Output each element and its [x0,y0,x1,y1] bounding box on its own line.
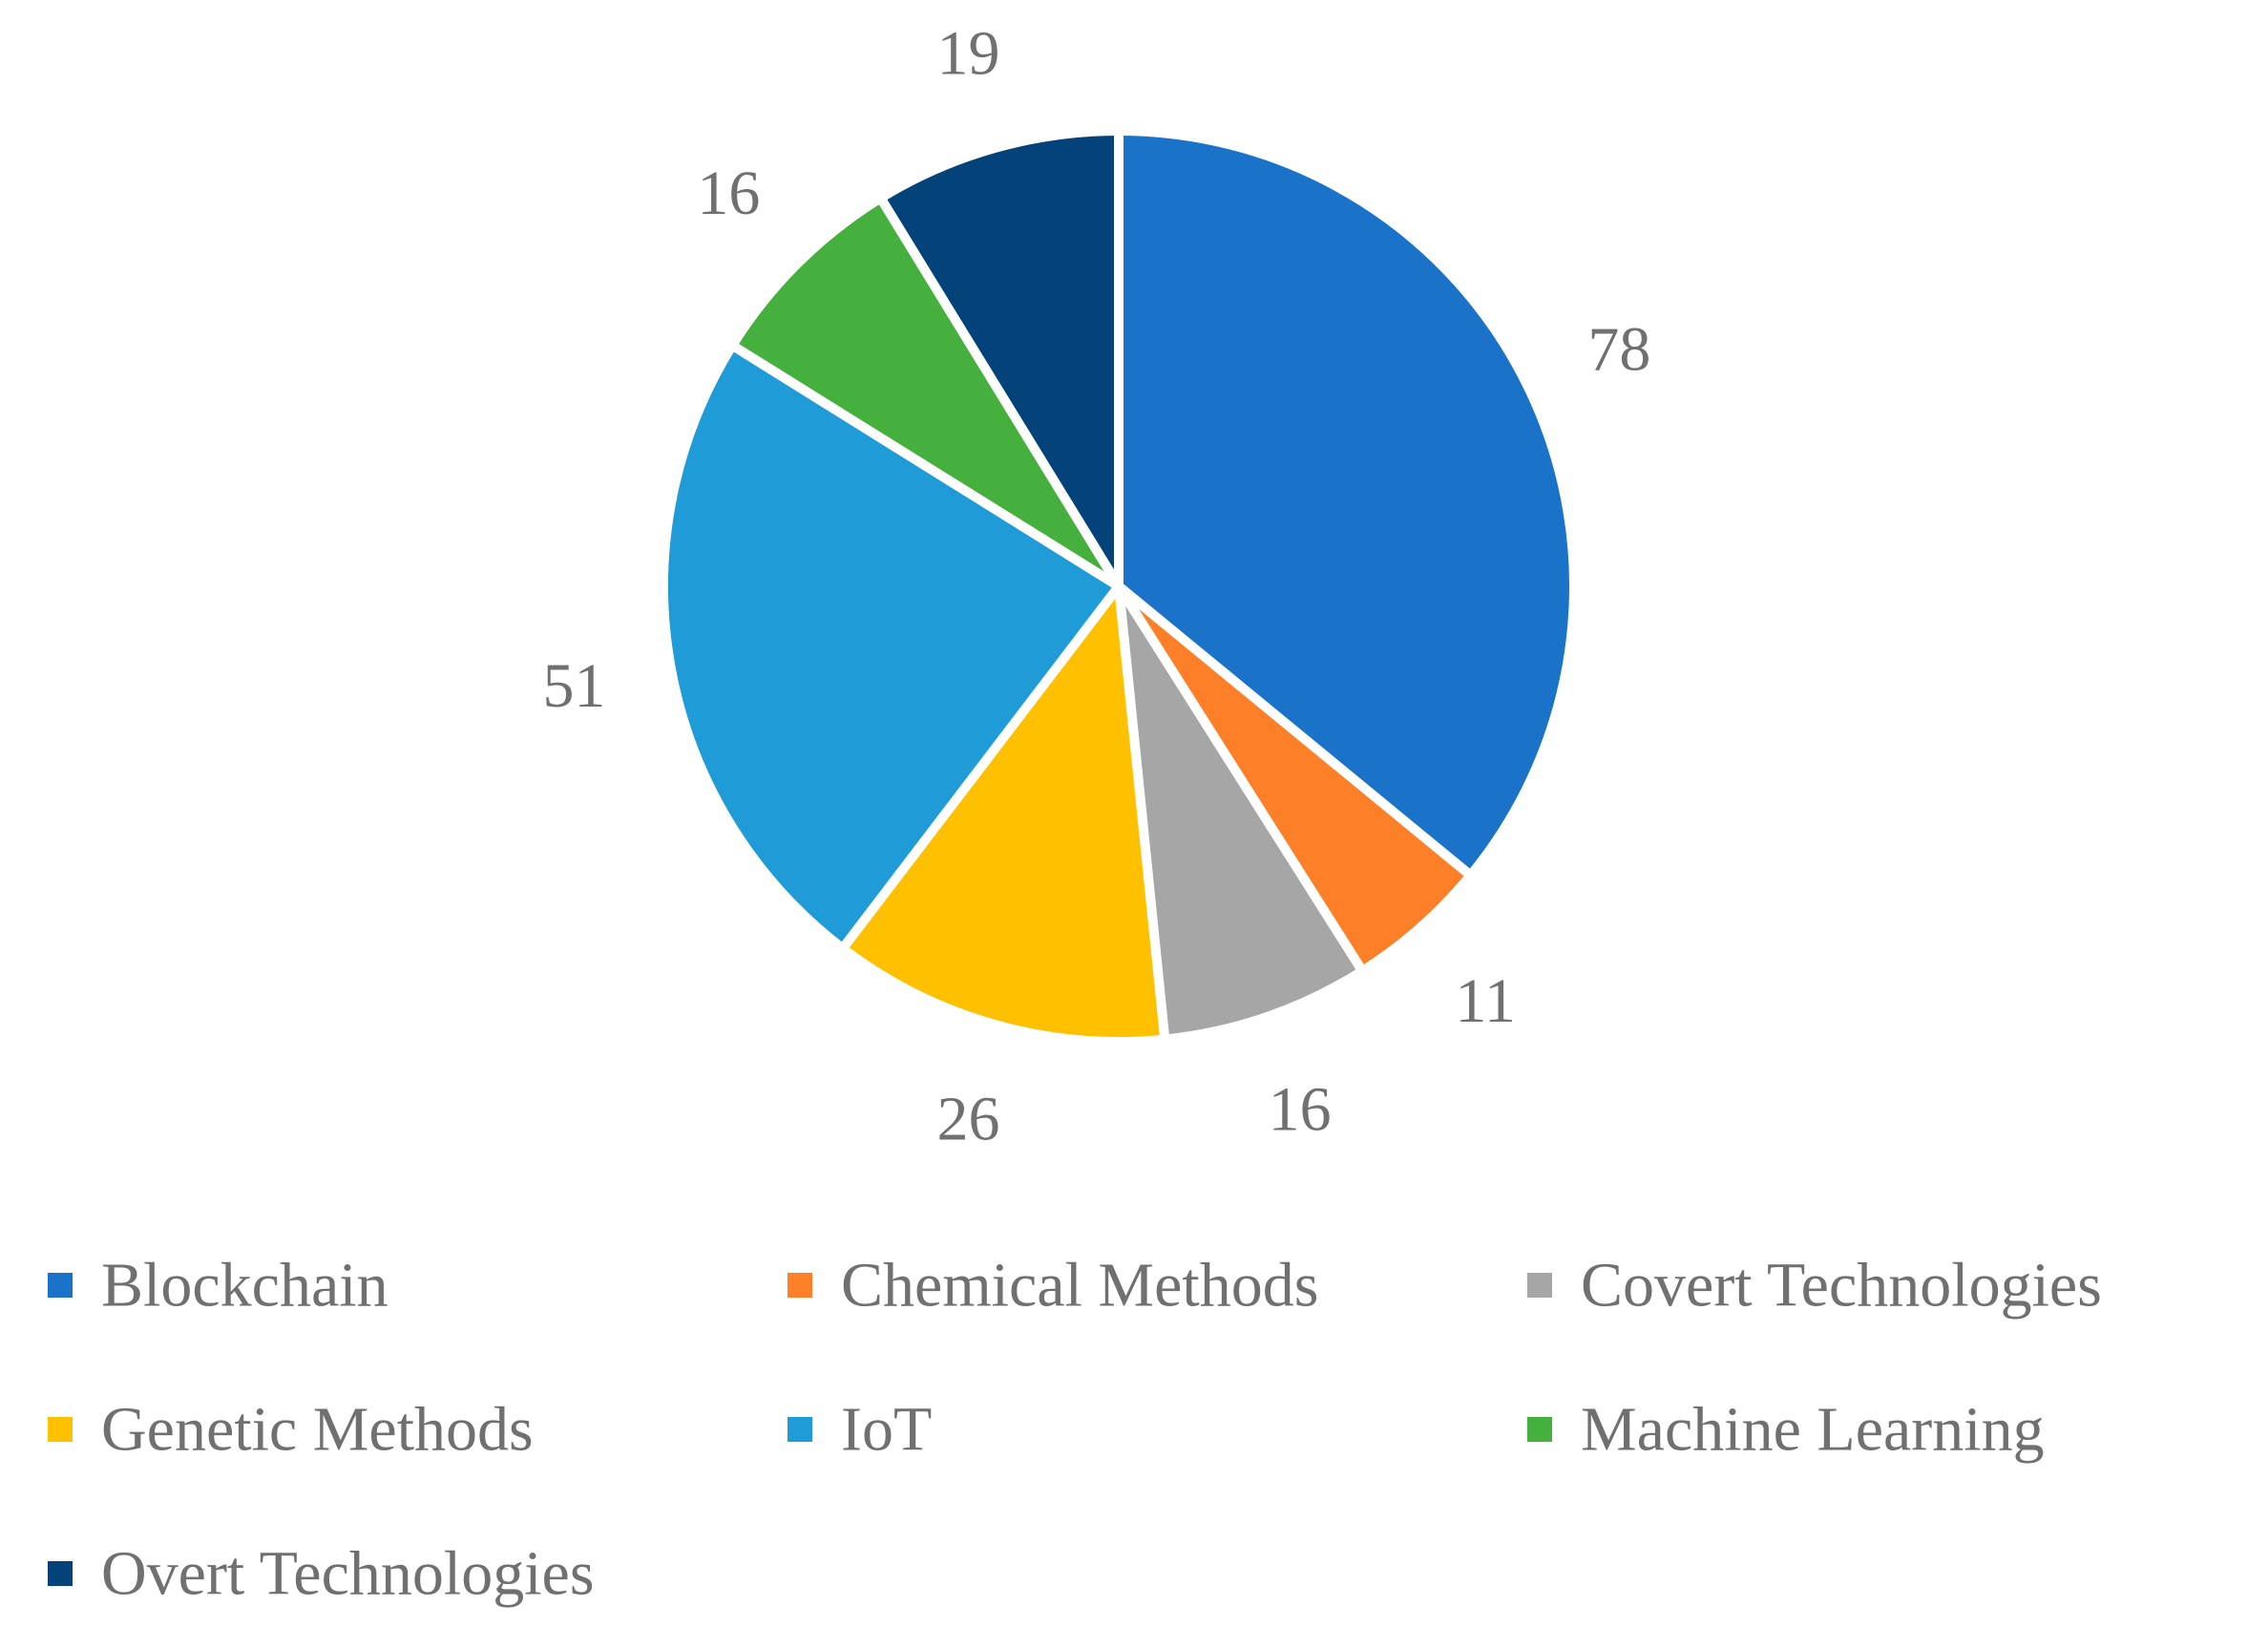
legend-swatch-iot [788,1417,812,1442]
legend-swatch-machine-learning [1527,1417,1552,1442]
legend-item-genetic-methods: Genetic Methods [48,1395,534,1465]
legend-label-chemical-methods: Chemical Methods [841,1251,1318,1321]
pie-slice-covert-technologies [1114,581,1368,1045]
legend-item-machine-learning: Machine Learning [1527,1395,2045,1465]
data-label-iot: 51 [542,651,605,721]
legend-swatch-overt-technologies [48,1561,73,1586]
pie-slice-blockchain [1114,126,1579,880]
legend-label-blockchain: Blockchain [101,1251,388,1321]
legend-swatch-blockchain [48,1273,73,1298]
pie-data-labels: 78 11 16 26 51 16 19 [542,18,1650,1153]
chart-legend: Blockchain Chemical Methods Covert Technol… [48,1251,2102,1609]
pie-slice-genetic-methods [837,581,1170,1047]
legend-label-genetic-methods: Genetic Methods [101,1395,534,1465]
data-label-blockchain: 78 [1587,315,1650,385]
data-label-genetic-methods: 26 [936,1085,999,1154]
legend-item-overt-technologies: Overt Technologies [48,1539,595,1609]
legend-label-machine-learning: Machine Learning [1581,1395,2045,1465]
data-label-machine-learning: 16 [697,159,760,228]
legend-swatch-covert-technologies [1527,1273,1552,1298]
data-label-chemical-methods: 11 [1455,966,1516,1036]
legend-item-chemical-methods: Chemical Methods [788,1251,1318,1321]
data-label-overt-technologies: 19 [936,18,999,88]
legend-swatch-genetic-methods [48,1417,73,1442]
pie-slice-iot [659,340,1124,954]
legend-item-blockchain: Blockchain [48,1251,388,1321]
legend-item-iot: IoT [788,1395,932,1465]
data-label-covert-technologies: 16 [1269,1075,1332,1145]
legend-label-overt-technologies: Overt Technologies [101,1539,595,1609]
legend-item-covert-technologies: Covert Technologies [1527,1251,2102,1321]
pie-slice-machine-learning [727,193,1124,591]
pie-slice-overt-technologies [875,126,1124,591]
legend-swatch-chemical-methods [788,1273,812,1298]
legend-label-covert-technologies: Covert Technologies [1581,1251,2102,1321]
pie-slices [659,126,1579,1047]
legend-label-iot: IoT [841,1395,932,1465]
